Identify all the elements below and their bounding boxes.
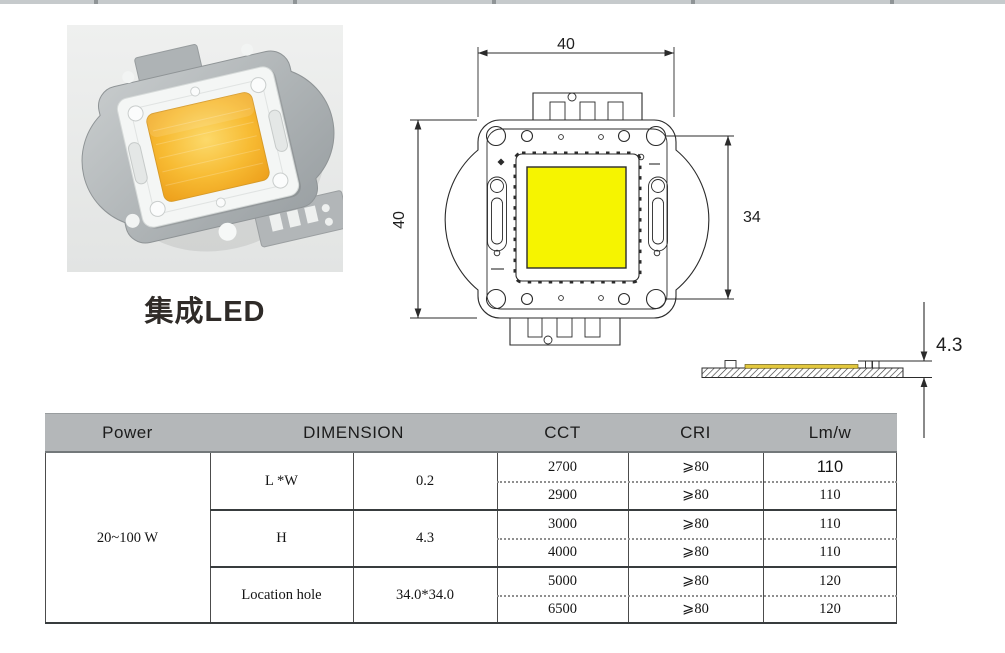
bold-holes <box>520 129 631 306</box>
left-slot <box>127 142 148 185</box>
frame-corner-hole <box>250 77 267 94</box>
cri-value: ⩾80 <box>682 458 709 475</box>
cri-value: ⩾80 <box>682 487 709 504</box>
bottom-tab-outline <box>509 318 621 346</box>
corner-holes <box>485 125 667 310</box>
cri-value: ⩾80 <box>682 572 709 589</box>
plate-hole <box>125 213 140 228</box>
bottom-tab-pin <box>556 317 573 338</box>
spec-table-header: Power DIMENSION CCT CRI Lm/w <box>45 413 897 453</box>
side-view-diagram: 4.3 <box>701 302 962 438</box>
cct-value: 2900 <box>548 487 577 504</box>
cct-value: 4000 <box>548 544 577 561</box>
index-hole <box>637 153 645 161</box>
led-emitting-area <box>526 166 627 269</box>
header-power: Power <box>102 422 153 442</box>
top-tab-pin <box>549 101 566 121</box>
header-cri: CRI <box>680 422 711 442</box>
top-tab-outline <box>532 92 643 120</box>
dimension-width: 40 <box>477 36 675 117</box>
dimension-name: Location hole <box>241 587 322 603</box>
chip-texture <box>152 107 264 187</box>
dimension-name: L *W <box>265 473 298 489</box>
header-dimension: DIMENSION <box>303 422 404 442</box>
bottom-tab-pin <box>527 317 543 338</box>
dimension-value: 0.2 <box>415 473 435 489</box>
top-tab-pin <box>579 101 596 121</box>
cct-value: 6500 <box>548 601 577 618</box>
dimension-value: 4.3 <box>415 530 435 546</box>
thickness-label: 4.3 <box>936 335 962 356</box>
frame-corner-hole <box>272 172 289 189</box>
spec-table: Power DIMENSION CCT CRI Lm/w 20~100 W L … <box>45 413 897 624</box>
power-value: 20~100 W <box>96 530 159 546</box>
frame-corner-hole <box>127 105 144 122</box>
dim-width-label: 40 <box>557 36 575 53</box>
lmw-value: 120 <box>819 601 841 618</box>
frame-hole <box>215 197 226 208</box>
dim-height-label: 40 <box>391 211 408 229</box>
bottom-tab-hole <box>543 335 553 345</box>
dimension-value-column: 0.2 4.3 34.0*34.0 <box>353 453 497 624</box>
lmw-value: 110 <box>819 544 841 561</box>
frame-corner-hole <box>149 200 166 217</box>
cri-value: ⩾80 <box>682 515 709 532</box>
frame-hole <box>190 86 201 97</box>
diamond-mark <box>497 158 505 166</box>
plate-hole <box>122 71 135 84</box>
side-tab <box>724 360 737 369</box>
top-view-diagram: 40 40 34 <box>391 36 761 346</box>
right-slot <box>648 176 668 257</box>
base-plate-section <box>701 367 904 378</box>
cct-column: 2700 2900 3000 4000 5000 6500 <box>497 453 628 624</box>
phosphor-square <box>146 92 270 202</box>
plate-hole <box>218 222 237 241</box>
plateau-outline <box>486 128 668 310</box>
dimension-name-column: L *W H Location hole <box>210 453 353 624</box>
lmw-value: 110 <box>819 515 841 532</box>
top-tab-pin <box>607 101 624 121</box>
cri-column: ⩾80 ⩾80 ⩾80 ⩾80 ⩾80 ⩾80 <box>628 453 763 624</box>
pin-holes <box>558 134 604 301</box>
bottom-connector-tab <box>253 190 350 248</box>
lmw-value: 120 <box>819 572 841 589</box>
power-column: 20~100 W <box>45 453 210 624</box>
header-cct: CCT <box>544 422 581 442</box>
cct-value: 2700 <box>548 458 577 475</box>
spec-table-body: 20~100 W L *W H Location hole 0.2 4.3 34… <box>45 453 897 624</box>
right-slot <box>268 109 289 152</box>
side-tab <box>872 360 880 369</box>
lmw-value: 110 <box>816 457 844 476</box>
lmw-column: 110 110 110 110 120 120 <box>763 453 897 624</box>
led-layer-section <box>744 364 859 369</box>
left-slot <box>487 176 507 257</box>
cropped-top-strip <box>0 0 1005 4</box>
dimension-name: H <box>276 530 287 546</box>
photo-caption: 集成LED <box>144 296 266 328</box>
cri-value: ⩾80 <box>682 544 709 561</box>
cct-value: 3000 <box>548 515 577 532</box>
plate-outline <box>444 119 710 319</box>
led-photo-illustration <box>67 25 350 272</box>
cct-value: 5000 <box>548 572 577 589</box>
dimension-hole-spacing: 34 <box>666 135 761 300</box>
cri-value: ⩾80 <box>682 601 709 618</box>
top-tab-hole <box>567 92 577 102</box>
plate-hole <box>241 43 254 56</box>
led-module <box>81 43 350 252</box>
dim-hole-spacing-label: 34 <box>743 209 761 226</box>
led-product-photo <box>67 25 350 272</box>
dimension-value: 34.0*34.0 <box>396 587 454 603</box>
side-tab <box>865 360 873 369</box>
gloss-highlight <box>146 92 255 138</box>
dimension-height: 40 <box>391 119 477 319</box>
lmw-value: 110 <box>819 487 841 504</box>
bottom-tab-pin <box>584 317 601 338</box>
header-lmw: Lm/w <box>808 422 852 442</box>
